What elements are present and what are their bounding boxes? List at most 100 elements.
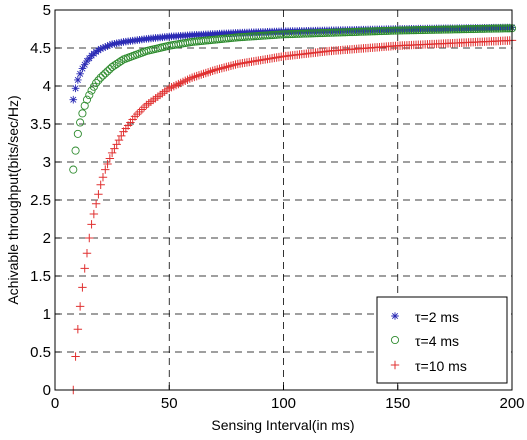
- data-point: [112, 39, 121, 48]
- axis-ticks: 0 50 100 150 200 0 0.5 1 1.5 2 2.5 3 3.5 4 4.5 5: [30, 2, 524, 412]
- y-tick-label: 4.5: [30, 40, 51, 57]
- data-point: [115, 39, 123, 47]
- data-point: [130, 112, 140, 121]
- data-point: [181, 76, 190, 86]
- data-point: [135, 107, 144, 117]
- data-point: [114, 135, 124, 145]
- data-point: [71, 352, 80, 361]
- legend-label-tau-4: τ=4 ms: [415, 333, 459, 349]
- series-2: [69, 36, 517, 395]
- data-point: [91, 199, 101, 208]
- data-point: [165, 84, 174, 93]
- data-point: [103, 67, 112, 76]
- data-point: [206, 67, 215, 76]
- data-point: [162, 85, 172, 95]
- data-point: [213, 65, 222, 74]
- data-point: [71, 84, 80, 93]
- x-tick-label: 200: [499, 395, 524, 412]
- data-point: [149, 95, 158, 105]
- x-tick-label: 50: [161, 395, 178, 412]
- x-tick-label: 150: [385, 395, 410, 412]
- data-point: [80, 264, 89, 273]
- data-point: [160, 87, 169, 96]
- legend-marker: [391, 312, 399, 320]
- legend: τ=2 ms τ=4 ms τ=10 ms: [376, 296, 508, 384]
- data-point: [178, 77, 188, 87]
- data-point: [69, 165, 78, 174]
- data-point: [215, 64, 224, 74]
- data-point: [107, 148, 117, 158]
- data-point: [231, 60, 240, 69]
- data-point: [108, 40, 116, 48]
- data-point: [183, 75, 192, 84]
- data-point: [117, 56, 126, 65]
- data-point: [92, 48, 100, 56]
- data-point: [78, 109, 87, 118]
- data-point: [101, 43, 110, 51]
- data-point: [505, 24, 514, 33]
- data-point: [94, 76, 103, 85]
- data-marks: [69, 23, 517, 395]
- data-point: [80, 60, 89, 69]
- data-point: [82, 249, 92, 258]
- y-tick-label: 1: [43, 306, 51, 323]
- data-point: [187, 73, 197, 82]
- data-point: [110, 39, 119, 48]
- legend-markers: [390, 312, 400, 370]
- legend-label-tau-10: τ=10 ms: [415, 358, 467, 374]
- data-point: [103, 42, 112, 50]
- data-point: [89, 209, 99, 219]
- data-point: [190, 72, 199, 82]
- data-point: [76, 70, 84, 78]
- data-point: [208, 66, 217, 75]
- data-point: [503, 24, 512, 33]
- data-point: [82, 95, 92, 104]
- y-tick-label: 5: [43, 2, 51, 19]
- y-tick-label: 3: [43, 154, 51, 171]
- data-point: [69, 95, 78, 104]
- legend-marker: [390, 335, 400, 345]
- y-tick-label: 0: [43, 382, 51, 399]
- data-point: [108, 62, 117, 72]
- data-point: [224, 62, 233, 71]
- data-point: [210, 65, 220, 75]
- data-point: [96, 180, 105, 189]
- data-point: [76, 118, 85, 127]
- data-point: [194, 71, 204, 80]
- data-point: [110, 144, 119, 153]
- data-point: [75, 302, 85, 311]
- data-point: [87, 220, 96, 229]
- data-point: [226, 61, 236, 70]
- data-point: [85, 91, 94, 100]
- data-point: [158, 89, 167, 98]
- data-point: [99, 44, 107, 52]
- data-point: [73, 129, 82, 138]
- data-point: [101, 69, 110, 78]
- data-point: [117, 38, 126, 47]
- data-point: [85, 233, 94, 243]
- legend-label-tau-2: τ=2 ms: [415, 309, 459, 325]
- data-point: [103, 159, 112, 169]
- data-point: [133, 109, 142, 119]
- data-point: [110, 61, 119, 70]
- grid-lines: [55, 10, 512, 390]
- data-point: [144, 99, 153, 108]
- data-point: [174, 79, 183, 89]
- x-tick-label: 0: [51, 395, 59, 412]
- data-point: [98, 71, 108, 80]
- data-point: [96, 44, 105, 53]
- data-point: [112, 140, 121, 149]
- data-point: [78, 283, 87, 292]
- data-point: [101, 165, 110, 174]
- data-point: [94, 46, 103, 55]
- data-point: [151, 94, 160, 103]
- y-axis-label: Achivable throughput(bits/sec/Hz): [5, 95, 21, 304]
- data-point: [153, 92, 163, 101]
- data-point: [167, 83, 176, 92]
- series-1: [69, 24, 517, 174]
- data-point: [94, 190, 103, 199]
- y-tick-label: 3.5: [30, 116, 51, 133]
- x-axis-label: Sensing Interval(in ms): [211, 417, 354, 433]
- data-point: [105, 154, 115, 163]
